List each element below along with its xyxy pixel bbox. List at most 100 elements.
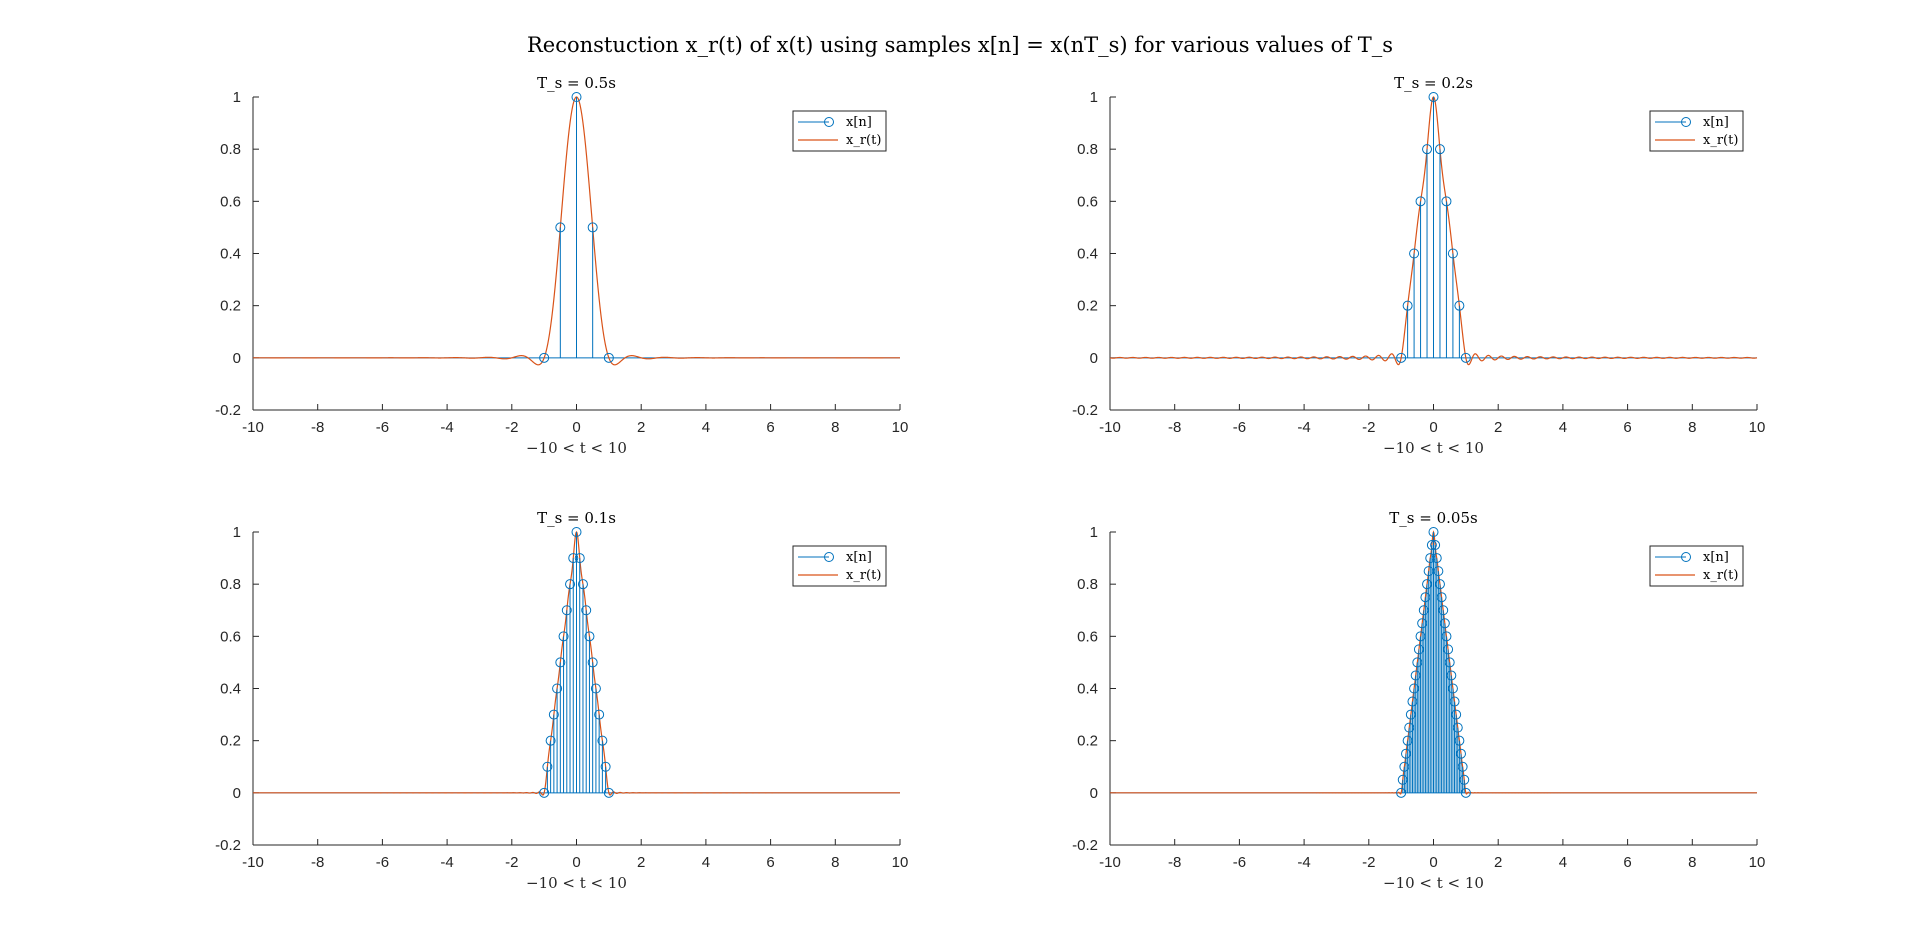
stem-marker (1460, 352, 1471, 363)
y-tick-label: 0.4 (1077, 681, 1098, 698)
stem-marker (1396, 352, 1407, 363)
x-axis-label: −10 < t < 10 (1383, 439, 1484, 457)
legend-box (792, 110, 887, 152)
x-tick-label: 0 (572, 854, 580, 871)
subplot-1: -10 -8 -6 -4 -2 0 2 4 6 8 10 -0.2 0 0.2 0.4 0.6 0.8 1 T_s … (215, 74, 908, 457)
legend-box (792, 545, 887, 587)
figure-title: Reconstuction x_r(t) of x(t) using sampl… (527, 33, 1393, 57)
stem-marker (1446, 670, 1457, 681)
y-tick-label: 0.6 (1077, 193, 1098, 210)
x-tick-label: -2 (1362, 854, 1375, 871)
subplot-title: T_s = 0.1s (537, 509, 616, 527)
stem-marker (1428, 92, 1439, 102)
x-tick-label: 4 (702, 854, 710, 871)
legend: x[n] x_r(t) (1649, 110, 1744, 152)
stem-marker (1451, 709, 1462, 720)
y-tick-label: 0.2 (1077, 733, 1098, 750)
stem-marker (1434, 579, 1445, 590)
stem-marker (1443, 644, 1454, 655)
y-tick-label: 0.4 (220, 681, 241, 698)
x-tick-label: 0 (1429, 854, 1437, 871)
y-tick-label: 0.2 (220, 733, 241, 750)
x-tick-label: -8 (311, 854, 324, 871)
x-tick-label: 4 (1559, 854, 1567, 871)
stem-marker (1431, 553, 1442, 564)
x-tick-label: -2 (1362, 419, 1375, 436)
stem-marker (1409, 248, 1420, 259)
legend-label-xn: x[n] (1703, 550, 1729, 565)
x-tick-label: -6 (1233, 854, 1246, 871)
legend-box (1649, 110, 1744, 152)
stem-marker (1441, 631, 1452, 642)
x-tick-label: -6 (376, 419, 389, 436)
stem-marker (581, 605, 592, 616)
y-tick-label: 0.6 (220, 193, 241, 210)
x-tick-label: 8 (831, 419, 839, 436)
x-tick-label: 6 (1623, 419, 1631, 436)
stem-marker (1452, 722, 1463, 733)
stem-marker (1436, 592, 1447, 603)
stem-marker (600, 761, 611, 772)
subplots: -10 -8 -6 -4 -2 0 2 4 6 8 10-0.200.20.40.60.81T_s … (215, 74, 1765, 892)
stem-marker (577, 579, 588, 590)
y-tick-label: 0.8 (1077, 141, 1098, 158)
x-tick-label: -8 (1168, 419, 1181, 436)
x-tick-label: 10 (892, 854, 909, 871)
stem-marker (555, 657, 566, 668)
x-tick-label: -2 (505, 854, 518, 871)
stem-marker (590, 683, 601, 694)
stem-marker (1449, 696, 1460, 707)
stem-marker (539, 352, 550, 363)
y-tick-label: 1 (1090, 524, 1098, 541)
stem-marker (1460, 787, 1471, 798)
x-tick-label: 2 (1494, 854, 1502, 871)
stem-marker (1455, 748, 1466, 759)
x-tick-label: -10 (1099, 854, 1121, 871)
x-tick-label: 0 (572, 419, 580, 436)
x-tick-label: -6 (376, 854, 389, 871)
stem-marker (587, 222, 598, 233)
stem-marker (584, 631, 595, 642)
legend-xn-marker (1681, 117, 1691, 127)
y-tick-label: 0 (1090, 350, 1098, 367)
stem-marker (1402, 300, 1413, 311)
x-tick-label: 10 (1749, 419, 1766, 436)
stem-marker (571, 92, 582, 102)
legend-label-xr: x_r(t) (1703, 133, 1738, 148)
y-tick-label: 0.2 (220, 298, 241, 315)
stem-marker (1415, 196, 1426, 207)
x-tick-label: 8 (831, 854, 839, 871)
stem-marker (1457, 761, 1468, 772)
x-tick-label: 2 (637, 419, 645, 436)
y-tick-label: -0.2 (215, 402, 241, 419)
subplot-4: -10 -8 -6 -4 -2 0 2 4 6 8 10 -0.2 0 0.2 0.4 0.6 0.8 1 T_s … (1072, 509, 1765, 892)
y-tick-label: 0 (233, 785, 241, 802)
stem-marker (555, 222, 566, 233)
stem-marker (561, 605, 572, 616)
y-tick-label: 0.8 (220, 576, 241, 593)
legend-label-xn: x[n] (846, 115, 872, 130)
stem-marker (552, 683, 563, 694)
stem-marker (1439, 618, 1450, 629)
stem-marker (1428, 527, 1439, 537)
stem-marker (1459, 774, 1470, 785)
stem-marker (565, 579, 576, 590)
stem-marker (558, 631, 569, 642)
stem-marker (603, 352, 614, 363)
y-tick-label: 0.8 (1077, 576, 1098, 593)
stem-marker (1438, 605, 1449, 616)
stem-marker (1430, 540, 1441, 551)
stem-marker (574, 553, 585, 564)
stem-marker (1454, 300, 1465, 311)
x-axis-label: −10 < t < 10 (526, 439, 627, 457)
x-tick-label: -8 (1168, 854, 1181, 871)
stem-marker (1454, 735, 1465, 746)
y-tick-label: 1 (233, 524, 241, 541)
y-tick-label: 0.4 (220, 246, 241, 263)
subplot-title: T_s = 0.05s (1389, 509, 1477, 527)
stem-marker (1422, 144, 1433, 155)
stem-marker (1433, 566, 1444, 577)
x-tick-label: -10 (1099, 419, 1121, 436)
legend-label-xn: x[n] (846, 550, 872, 565)
